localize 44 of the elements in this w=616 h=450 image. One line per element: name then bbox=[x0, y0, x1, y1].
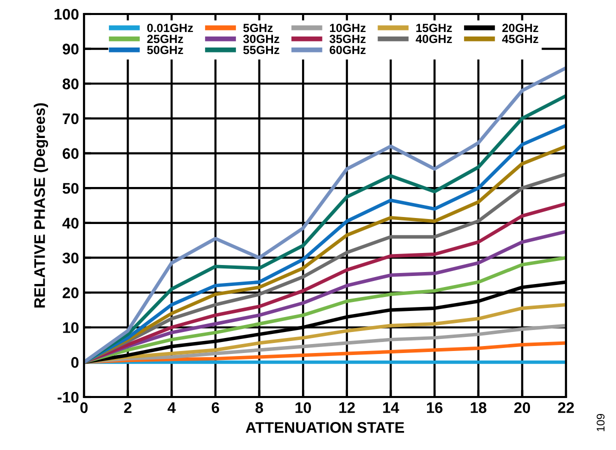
x-tick-label: 12 bbox=[339, 402, 355, 413]
x-tick-label: 0 bbox=[80, 402, 88, 414]
x-tick-label: 14 bbox=[383, 402, 400, 413]
legend-label: 45GHz bbox=[502, 34, 538, 44]
text: 109 bbox=[596, 414, 605, 432]
x-tick-label: 10 bbox=[296, 402, 311, 414]
y-tick-label: 90 bbox=[62, 44, 79, 55]
x-tick-label: 16 bbox=[427, 402, 442, 414]
legend-label: 10GHz bbox=[330, 24, 366, 32]
legend-label: 50GHz bbox=[147, 46, 184, 54]
legend-label: 55GHz bbox=[243, 46, 280, 54]
y-tick-label: 20 bbox=[62, 287, 79, 298]
x-tick-label: 22 bbox=[558, 402, 574, 413]
x-tick-label: 6 bbox=[212, 402, 220, 414]
x-tick-label: 8 bbox=[256, 402, 264, 414]
line-series bbox=[84, 256, 566, 364]
legend-label: 35GHz bbox=[330, 34, 366, 44]
y-tick-label: 40 bbox=[62, 218, 79, 229]
x-axis-title: ATTENUATION STATE bbox=[246, 422, 404, 433]
x-tick-label: 20 bbox=[514, 402, 530, 414]
line-series bbox=[84, 324, 566, 364]
y-tick-label: 10 bbox=[63, 322, 79, 334]
line-series bbox=[84, 302, 566, 364]
legend-label: 60GHz bbox=[330, 46, 366, 54]
y-tick-label: 100 bbox=[54, 8, 79, 20]
y-tick-label: -10 bbox=[58, 392, 79, 403]
legend-label: 20GHz bbox=[502, 24, 538, 32]
y-tick-label: 70 bbox=[62, 113, 79, 124]
x-tick-label: 18 bbox=[470, 402, 486, 414]
y-tick-label: 60 bbox=[62, 148, 79, 159]
legend-label: 25GHz bbox=[147, 34, 184, 44]
legend-label: 30GHz bbox=[243, 34, 280, 44]
legend-label: 5GHz bbox=[243, 24, 273, 32]
y-tick-label: 30 bbox=[62, 252, 79, 264]
y-tick-label: 0 bbox=[71, 357, 79, 368]
line-series bbox=[84, 202, 566, 364]
y-axis-title: RELATIVE PHASE (Degrees) bbox=[34, 103, 48, 308]
x-tick-label: 2 bbox=[124, 402, 132, 413]
legend-label: 40GHz bbox=[416, 34, 452, 44]
legend-label: 0.01GHz bbox=[147, 24, 193, 32]
y-tick-label: 50 bbox=[62, 182, 79, 194]
y-tick-label: 80 bbox=[62, 78, 79, 90]
x-tick-label: 4 bbox=[168, 402, 176, 413]
legend-label: 15GHz bbox=[416, 24, 452, 32]
